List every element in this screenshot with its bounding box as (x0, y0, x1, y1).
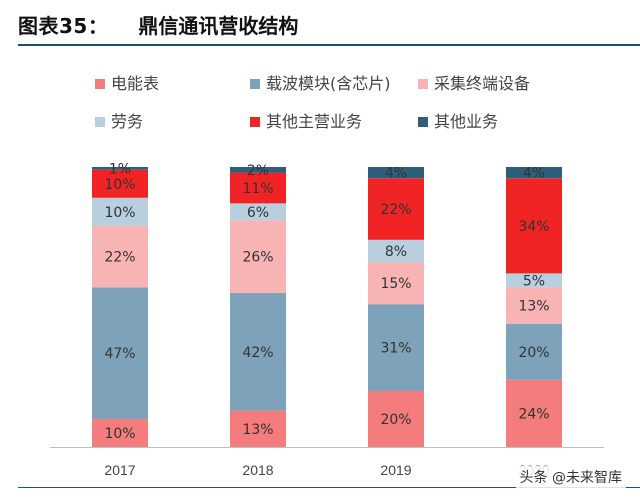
bar-2017-seg-5 (92, 169, 148, 198)
bar-2018-seg-6 (230, 167, 286, 173)
bar-2017-seg-2 (92, 287, 148, 419)
chart-title-bar: 图表35： 鼎信通讯营收结构 (18, 8, 640, 40)
bar-label-2019-seg-5: 22% (380, 202, 411, 218)
bar-2020-seg-6 (506, 167, 562, 179)
bottom-divider (18, 487, 640, 488)
bar-2020-seg-1 (506, 379, 562, 447)
bar-label-2019-seg-4: 8% (385, 244, 407, 260)
legend-label-3: 采集终端设备 (434, 74, 530, 93)
bar-label-2017-seg-4: 10% (104, 205, 135, 221)
bar-2017-seg-4 (92, 197, 148, 226)
x-tick-2018: 2018 (242, 462, 273, 478)
bar-2018-seg-4 (230, 203, 286, 221)
bar-label-2017-seg-6: 1% (109, 161, 131, 177)
bar-2019-seg-5 (368, 178, 424, 240)
watermark: 头条 @未来智库 (515, 466, 626, 488)
legend-label-6: 其他业务 (434, 112, 498, 131)
legend-swatch-6 (418, 117, 428, 127)
bar-label-2020-seg-3: 13% (518, 299, 549, 315)
bar-label-2017-seg-1: 10% (104, 426, 135, 442)
bar-label-2020-seg-2: 20% (518, 345, 549, 361)
bar-2017-seg-3 (92, 225, 148, 288)
legend-label-2: 载波模块(含芯片) (266, 74, 391, 93)
bar-2018-seg-2 (230, 293, 286, 411)
x-tick-2019: 2019 (380, 462, 411, 478)
bar-2019-seg-2 (368, 304, 424, 391)
bar-2019-seg-6 (368, 167, 424, 179)
bar-label-2019-seg-6: 4% (385, 166, 407, 182)
bar-label-2017-seg-3: 22% (104, 250, 135, 266)
chart-title: 鼎信通讯营收结构 (138, 13, 299, 38)
bar-label-2019-seg-1: 20% (380, 412, 411, 428)
legend-swatch-2 (250, 79, 260, 89)
legend-label-4: 劳务 (111, 112, 143, 131)
bar-2020-seg-3 (506, 287, 562, 324)
x-tick-2017: 2017 (104, 462, 135, 478)
figure-number: 图表35： (18, 13, 109, 38)
bar-label-2020-seg-6: 4% (523, 166, 545, 182)
legend-swatch-5 (250, 117, 260, 127)
bar-label-2020-seg-5: 34% (518, 219, 549, 235)
bar-2020-seg-5 (506, 178, 562, 274)
bar-2019-seg-1 (368, 391, 424, 447)
bar-label-2020-seg-1: 24% (518, 406, 549, 422)
bar-label-2019-seg-3: 15% (380, 276, 411, 292)
bar-label-2018-seg-4: 6% (247, 205, 269, 221)
bar-label-2018-seg-5: 11% (242, 181, 273, 197)
bar-2020-seg-4 (506, 273, 562, 288)
bar-2018-seg-5 (230, 172, 286, 204)
legend-label-1: 电能表 (111, 74, 159, 93)
bar-label-2018-seg-6: 2% (247, 163, 269, 179)
legend-label-5: 其他主营业务 (266, 112, 362, 131)
bar-label-2019-seg-2: 31% (380, 341, 411, 357)
legend-swatch-4 (95, 117, 105, 127)
bar-2017-seg-6 (92, 167, 148, 170)
bar-label-2020-seg-4: 5% (523, 273, 545, 289)
bar-2017-seg-1 (92, 419, 148, 447)
bar-label-2017-seg-5: 10% (104, 177, 135, 193)
bar-2018-seg-3 (230, 220, 286, 293)
bar-label-2018-seg-2: 42% (242, 345, 273, 361)
bar-label-2017-seg-2: 47% (104, 346, 135, 362)
legend-swatch-3 (418, 79, 428, 89)
bar-2019-seg-4 (368, 239, 424, 263)
bar-label-2018-seg-1: 13% (242, 422, 273, 438)
bar-label-2018-seg-3: 26% (242, 250, 273, 266)
title-divider (18, 44, 640, 46)
bar-2018-seg-1 (230, 410, 286, 447)
bar-2019-seg-3 (368, 262, 424, 305)
bar-2020-seg-2 (506, 323, 562, 380)
legend-swatch-1 (95, 79, 105, 89)
